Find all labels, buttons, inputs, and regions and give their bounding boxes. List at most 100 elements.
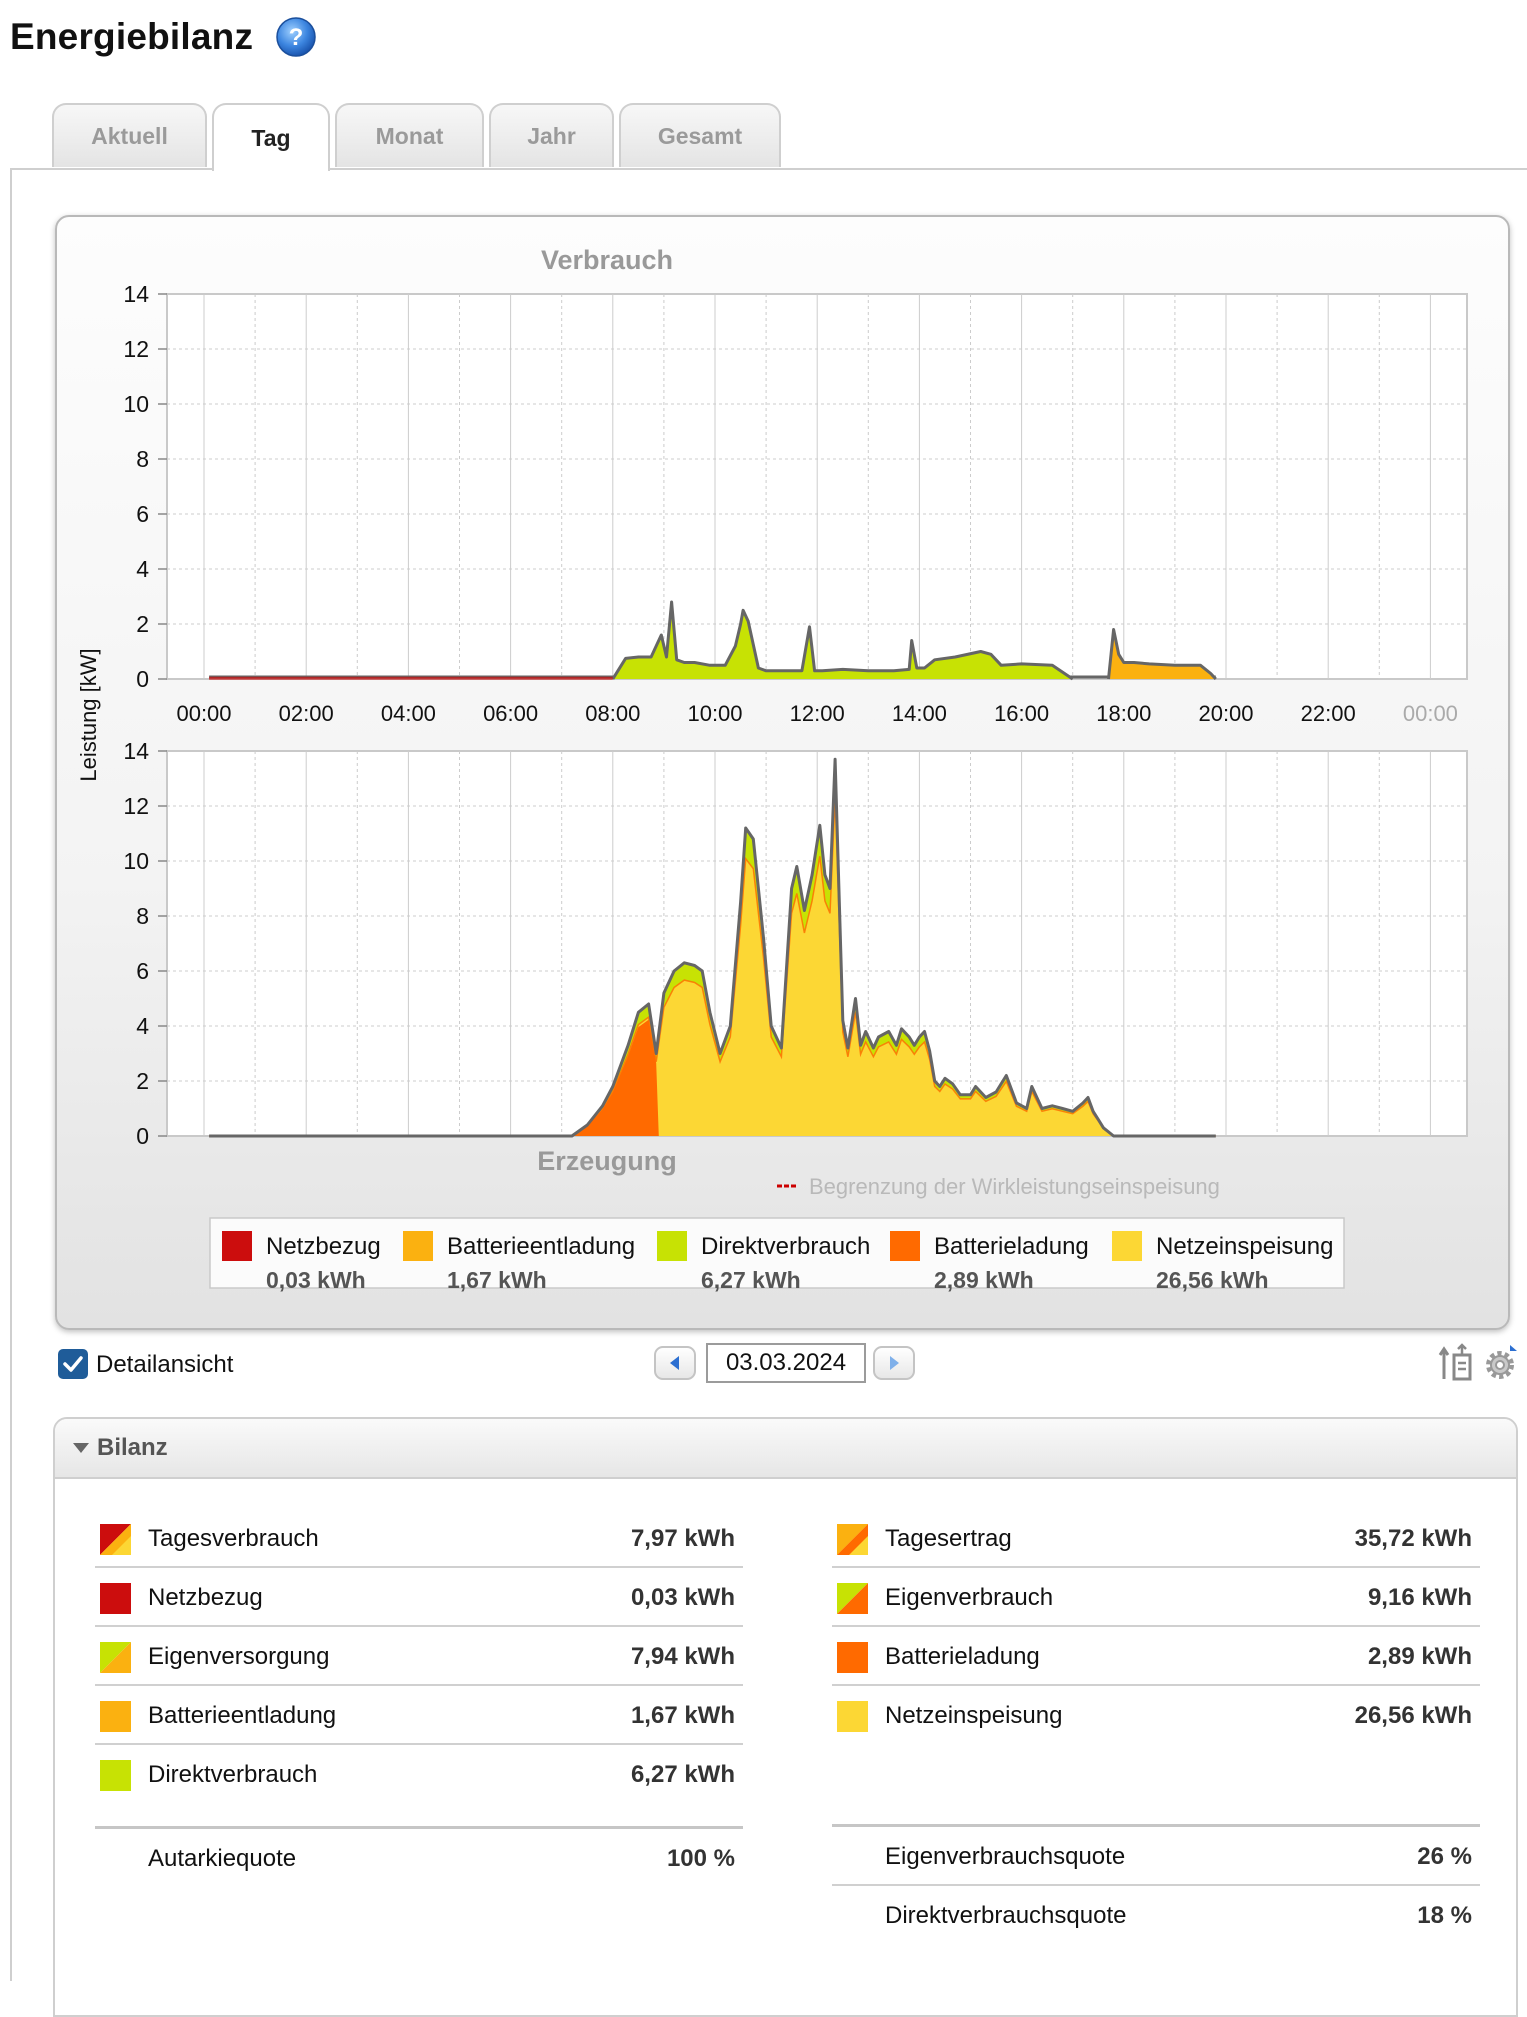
page-header: Energiebilanz ? <box>10 10 317 64</box>
bilanz-value: 18 % <box>1417 1902 1472 1929</box>
arrow-right-icon <box>890 1356 899 1370</box>
generation-ytick-label: 10 <box>123 848 149 874</box>
x-tick-label: 10:00 <box>687 701 742 726</box>
bilanz-label: Batterieladung <box>885 1643 1040 1670</box>
x-tick-label: 08:00 <box>585 701 640 726</box>
x-tick-label: 00:00 <box>1403 701 1458 726</box>
next-day-button[interactable] <box>873 1346 915 1380</box>
export-icon[interactable] <box>1436 1343 1476 1383</box>
bilanz-label: Tagesertrag <box>885 1525 1012 1552</box>
swatch-direktverbrauch <box>100 1760 131 1791</box>
help-question-icon[interactable]: ? <box>275 16 317 58</box>
series-direktverbrauch-area <box>612 602 1073 679</box>
consumption-chart: Verbrauch 0 2 4 6 8 10 12 14 00:00 02:00 04:00 06:00… <box>76 245 1468 782</box>
bilanz-row-direktverbrauchsquote: Direktverbrauchsquote 18 % <box>832 1886 1480 1943</box>
bilanz-row-eigenverbrauch: Eigenverbrauch 9,16 kWh <box>832 1568 1480 1627</box>
consumption-ytick-label: 4 <box>136 556 149 582</box>
content-frame-border <box>10 168 12 1981</box>
collapse-caret-icon <box>73 1443 89 1453</box>
series-direktverbrauch-area-outline <box>611 600 1074 681</box>
bilanz-value: 26 % <box>1417 1843 1472 1870</box>
tab-monat[interactable]: Monat <box>335 103 484 167</box>
bilanz-value: 100 % <box>666 1845 735 1872</box>
consumption-title: Verbrauch <box>541 245 673 275</box>
generation-ytick-label: 12 <box>123 793 149 819</box>
x-tick-label: 00:00 <box>176 701 231 726</box>
bilanz-row-eigenversorgung: Eigenversorgung 7,94 kWh <box>95 1627 743 1686</box>
legend-value: 1,67 kWh <box>447 1267 547 1293</box>
generation-ytick-label: 0 <box>136 1123 149 1149</box>
consumption-ytick-label: 6 <box>136 501 149 527</box>
bilanz-empty-row <box>832 1743 1480 1800</box>
consumption-ytick-label: 8 <box>136 446 149 472</box>
legend-value: 6,27 kWh <box>701 1267 801 1293</box>
bilanz-row-batterieentladung: Batterieentladung 1,67 kWh <box>95 1686 743 1745</box>
bilanz-row-tagesertrag: Tagesertrag 35,72 kWh <box>832 1509 1480 1568</box>
series-batterieladung-edge <box>209 796 1216 1137</box>
bilanz-label: Eigenversorgung <box>148 1643 330 1670</box>
tab-jahr[interactable]: Jahr <box>489 103 614 167</box>
x-tick-label: 06:00 <box>483 701 538 726</box>
generation-ytick-label: 8 <box>136 903 149 929</box>
gear-icon[interactable] <box>1480 1343 1520 1383</box>
series-netzeinspeisung-area <box>209 796 1216 1136</box>
bilanz-label: Direktverbrauchsquote <box>885 1902 1127 1929</box>
previous-day-button[interactable] <box>654 1346 696 1380</box>
consumption-ytick-label: 0 <box>136 666 149 692</box>
bilanz-separator <box>832 1800 1480 1827</box>
legend-swatch-batterieentladung <box>403 1231 433 1261</box>
consumption-ytick-label: 2 <box>136 611 149 637</box>
legend-swatch-netzbezug <box>222 1231 252 1261</box>
swatch-netzbezug <box>100 1583 131 1614</box>
bilanz-row-netzeinspeisung: Netzeinspeisung 26,56 kWh <box>832 1686 1480 1743</box>
legend-value: 26,56 kWh <box>1156 1267 1269 1293</box>
tab-tag[interactable]: Tag <box>212 103 330 171</box>
x-tick-label: 04:00 <box>381 701 436 726</box>
x-tick-label: 18:00 <box>1096 701 1151 726</box>
bilanz-label: Netzeinspeisung <box>885 1702 1063 1729</box>
swatch-batterieentladung <box>100 1701 131 1732</box>
bilanz-label: Direktverbrauch <box>148 1761 318 1788</box>
bilanz-value: 7,97 kWh <box>630 1525 735 1552</box>
bilanz-separator <box>95 1802 743 1829</box>
bilanz-row-direktverbrauch: Direktverbrauch 6,27 kWh <box>95 1745 743 1802</box>
bilanz-value: 1,67 kWh <box>630 1702 735 1729</box>
legend-name: Netzeinspeisung <box>1156 1233 1333 1260</box>
x-tick-label: 16:00 <box>994 701 1049 726</box>
consumption-ytick-label: 12 <box>123 336 149 362</box>
generation-title: Erzeugung <box>537 1146 677 1176</box>
tab-gesamt[interactable]: Gesamt <box>619 103 781 167</box>
x-tick-label: 22:00 <box>1301 701 1356 726</box>
bilanz-label: Batterieentladung <box>148 1702 337 1729</box>
generation-ytick-label: 2 <box>136 1068 149 1094</box>
generation-total-outline <box>209 757 1216 1138</box>
bilanz-title: Bilanz <box>97 1434 168 1461</box>
x-tick-label: 02:00 <box>279 701 334 726</box>
checkmark-icon <box>63 1356 83 1372</box>
bilanz-value: 35,72 kWh <box>1354 1525 1472 1552</box>
legend-swatch-batterieladung <box>890 1231 920 1261</box>
swatch-tagesverbrauch <box>100 1524 131 1555</box>
date-input[interactable]: 03.03.2024 <box>706 1343 866 1383</box>
page-title: Energiebilanz <box>10 16 254 57</box>
bilanz-value: 0,03 kWh <box>630 1584 735 1611</box>
tab-divider <box>10 168 1527 170</box>
detail-checkbox[interactable] <box>58 1349 88 1379</box>
swatch-netzeinspeisung <box>837 1701 868 1732</box>
bilanz-header[interactable]: Bilanz <box>55 1419 1516 1479</box>
legend-value: 0,03 kWh <box>266 1267 366 1293</box>
swatch-eigenverbrauch <box>837 1583 868 1614</box>
bilanz-label: Eigenverbrauchsquote <box>885 1843 1126 1870</box>
legend-value: 2,89 kWh <box>934 1267 1034 1293</box>
legend-name: Netzbezug <box>266 1233 381 1260</box>
tab-aktuell[interactable]: Aktuell <box>52 103 207 167</box>
series-batterieladung-area <box>571 1019 659 1136</box>
bilanz-value: 2,89 kWh <box>1367 1643 1472 1670</box>
swatch-eigenversorgung <box>100 1642 131 1673</box>
x-tick-label: 12:00 <box>790 701 845 726</box>
x-tick-label: 14:00 <box>892 701 947 726</box>
legend-name: Direktverbrauch <box>701 1233 870 1260</box>
swatch-batterieladung <box>837 1642 868 1673</box>
energy-chart: Verbrauch 0 2 4 6 8 10 12 14 00:00 02:00 04:00 06:00… <box>76 245 1468 1293</box>
bilanz-row-tagesverbrauch: Tagesverbrauch 7,97 kWh <box>95 1509 743 1568</box>
